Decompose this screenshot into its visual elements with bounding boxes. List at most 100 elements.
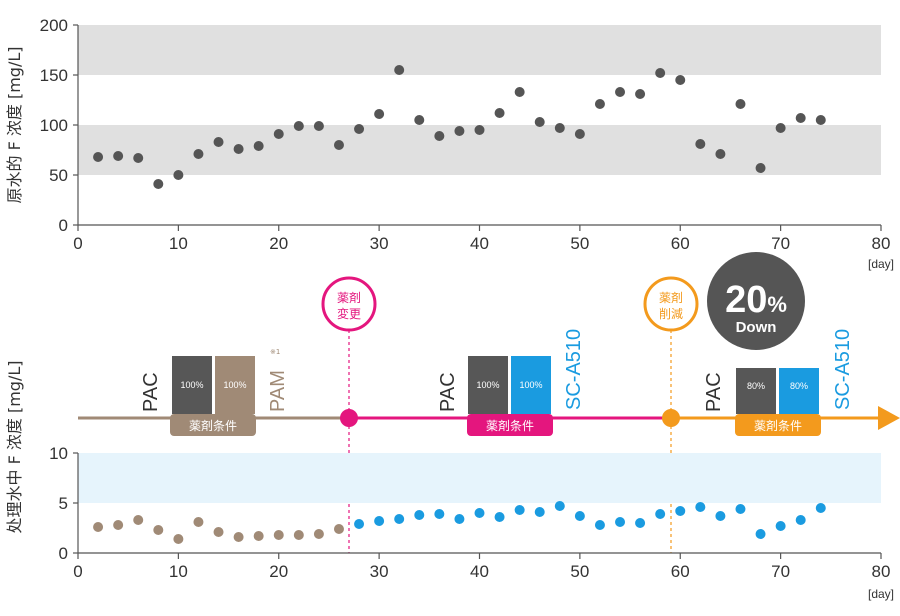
data-point (474, 508, 485, 518)
phase1-pam-block (215, 356, 255, 414)
change-label-circle (321, 276, 377, 332)
phase1-pac-percent: 100% (180, 380, 203, 390)
data-point (434, 131, 445, 141)
phase3-left-label: PAC (703, 372, 725, 412)
phase2-sc-block (511, 356, 551, 414)
data-point (715, 511, 726, 521)
data-point (735, 504, 746, 514)
data-point (133, 153, 144, 163)
data-point (113, 520, 124, 530)
phase1-pam-percent: 100% (223, 380, 246, 390)
data-point (755, 529, 766, 539)
data-point (253, 141, 264, 151)
y-tick-label: 100 (40, 116, 68, 135)
reduce-label-line2: 削減 (659, 306, 683, 321)
phase2-tag-box (467, 414, 553, 436)
x-tick-label: 80 (872, 562, 891, 581)
data-point (273, 530, 284, 540)
data-point (233, 532, 244, 542)
data-point (594, 99, 605, 109)
data-point (574, 129, 585, 139)
x-tick-label: 0 (73, 562, 82, 581)
phase-reduced: PAC 80% 80% SC-A510 薬剤条件 (703, 329, 854, 436)
phase2-pac-block (468, 356, 508, 414)
y-axis-label-bottom: 处理水中 F 浓度 [mg/L] (5, 361, 24, 534)
phase-pac-pam: PAC 100% 100% PAM ※1 薬剤条件 (140, 348, 289, 436)
data-point (795, 113, 806, 123)
data-point (333, 524, 344, 534)
phase1-tag: 薬剤条件 (189, 418, 237, 433)
phase3-tag: 薬剤条件 (754, 418, 802, 433)
change-label-line1: 薬剤 (337, 290, 361, 305)
x-tick-label: 40 (470, 234, 489, 253)
data-point (494, 108, 505, 118)
x-tick-label: 10 (169, 234, 188, 253)
data-point (394, 65, 405, 75)
data-point (434, 509, 445, 519)
phase3-sc-percent: 80% (790, 381, 808, 391)
reduction-badge (707, 252, 805, 350)
y-tick-label: 50 (49, 166, 68, 185)
data-point (173, 534, 184, 544)
data-point (193, 149, 204, 159)
data-point (193, 517, 204, 527)
phase2-sc-percent: 100% (519, 380, 542, 390)
data-point (253, 531, 264, 541)
data-point (213, 527, 224, 537)
y-tick-label: 0 (59, 216, 68, 235)
data-point (414, 510, 425, 520)
data-point (635, 89, 646, 99)
data-point (675, 75, 686, 85)
data-point (815, 115, 826, 125)
data-point (514, 505, 525, 515)
x-tick-label: 30 (370, 562, 389, 581)
x-unit-top: [day] (868, 257, 894, 271)
data-point (313, 121, 324, 131)
data-point (615, 517, 626, 527)
data-point (333, 140, 344, 150)
y-tick-label: 10 (49, 444, 68, 463)
band-5-10 (78, 453, 881, 503)
treated-water-chart: 0 10 20 30 40 50 60 70 80 0 5 10 [day] 处理水中 F 浓度 [… (5, 361, 894, 602)
change-marker-dot (340, 409, 358, 427)
phase1-right-label: PAM (267, 370, 289, 412)
timeline-arrow-head (878, 406, 900, 430)
data-point (715, 149, 726, 159)
data-point (815, 503, 826, 513)
x-tick-label: 60 (671, 234, 690, 253)
data-point (354, 124, 365, 134)
phase1-pac-block (172, 356, 212, 414)
data-point (775, 521, 786, 531)
data-point (655, 68, 666, 78)
x-tick-label: 20 (269, 562, 288, 581)
y-axis-label-top: 原水的 F 浓度 [mg/L] (5, 47, 24, 204)
x-tick-label: 50 (570, 234, 589, 253)
data-point (554, 501, 565, 511)
data-point (454, 514, 465, 524)
x-tick-label: 70 (771, 562, 790, 581)
x-tick-label: 20 (269, 234, 288, 253)
data-point (173, 170, 184, 180)
data-point (635, 518, 646, 528)
data-point (695, 502, 706, 512)
data-point (735, 99, 746, 109)
data-point (514, 87, 525, 97)
data-point (293, 121, 304, 131)
data-point (494, 512, 505, 522)
phase1-tag-box (170, 414, 256, 436)
data-point (534, 507, 545, 517)
data-point (695, 139, 706, 149)
phase3-tag-box (735, 414, 821, 436)
data-point (374, 109, 385, 119)
data-point (374, 516, 385, 526)
data-point (293, 530, 304, 540)
phase1-left-label: PAC (140, 372, 162, 412)
data-point (454, 126, 465, 136)
data-point (394, 514, 405, 524)
phase2-pac-percent: 100% (476, 380, 499, 390)
data-point (795, 515, 806, 525)
y-tick-label: 200 (40, 16, 68, 35)
data-point (554, 123, 565, 133)
data-point (414, 115, 425, 125)
